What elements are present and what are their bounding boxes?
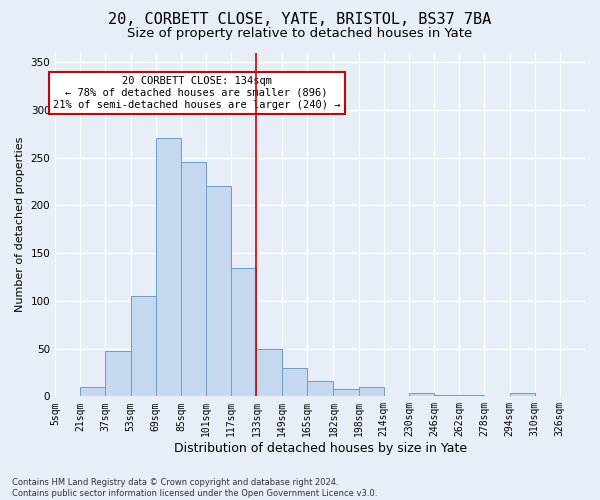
X-axis label: Distribution of detached houses by size in Yate: Distribution of detached houses by size … — [173, 442, 467, 455]
Bar — [281, 368, 307, 396]
Bar — [334, 388, 359, 396]
Bar — [131, 296, 156, 396]
Text: 20, CORBETT CLOSE, YATE, BRISTOL, BS37 7BA: 20, CORBETT CLOSE, YATE, BRISTOL, BS37 7… — [109, 12, 491, 28]
Bar — [409, 394, 434, 396]
Y-axis label: Number of detached properties: Number of detached properties — [15, 136, 25, 312]
Bar — [256, 348, 281, 397]
Bar — [307, 381, 334, 396]
Bar — [509, 394, 535, 396]
Text: 20 CORBETT CLOSE: 134sqm
← 78% of detached houses are smaller (896)
21% of semi-: 20 CORBETT CLOSE: 134sqm ← 78% of detach… — [53, 76, 340, 110]
Bar — [156, 138, 181, 396]
Bar — [206, 186, 231, 396]
Bar — [181, 162, 206, 396]
Bar — [106, 352, 131, 397]
Bar — [359, 387, 384, 396]
Text: Contains HM Land Registry data © Crown copyright and database right 2024.
Contai: Contains HM Land Registry data © Crown c… — [12, 478, 377, 498]
Bar — [231, 268, 256, 396]
Bar — [80, 387, 106, 396]
Text: Size of property relative to detached houses in Yate: Size of property relative to detached ho… — [127, 28, 473, 40]
